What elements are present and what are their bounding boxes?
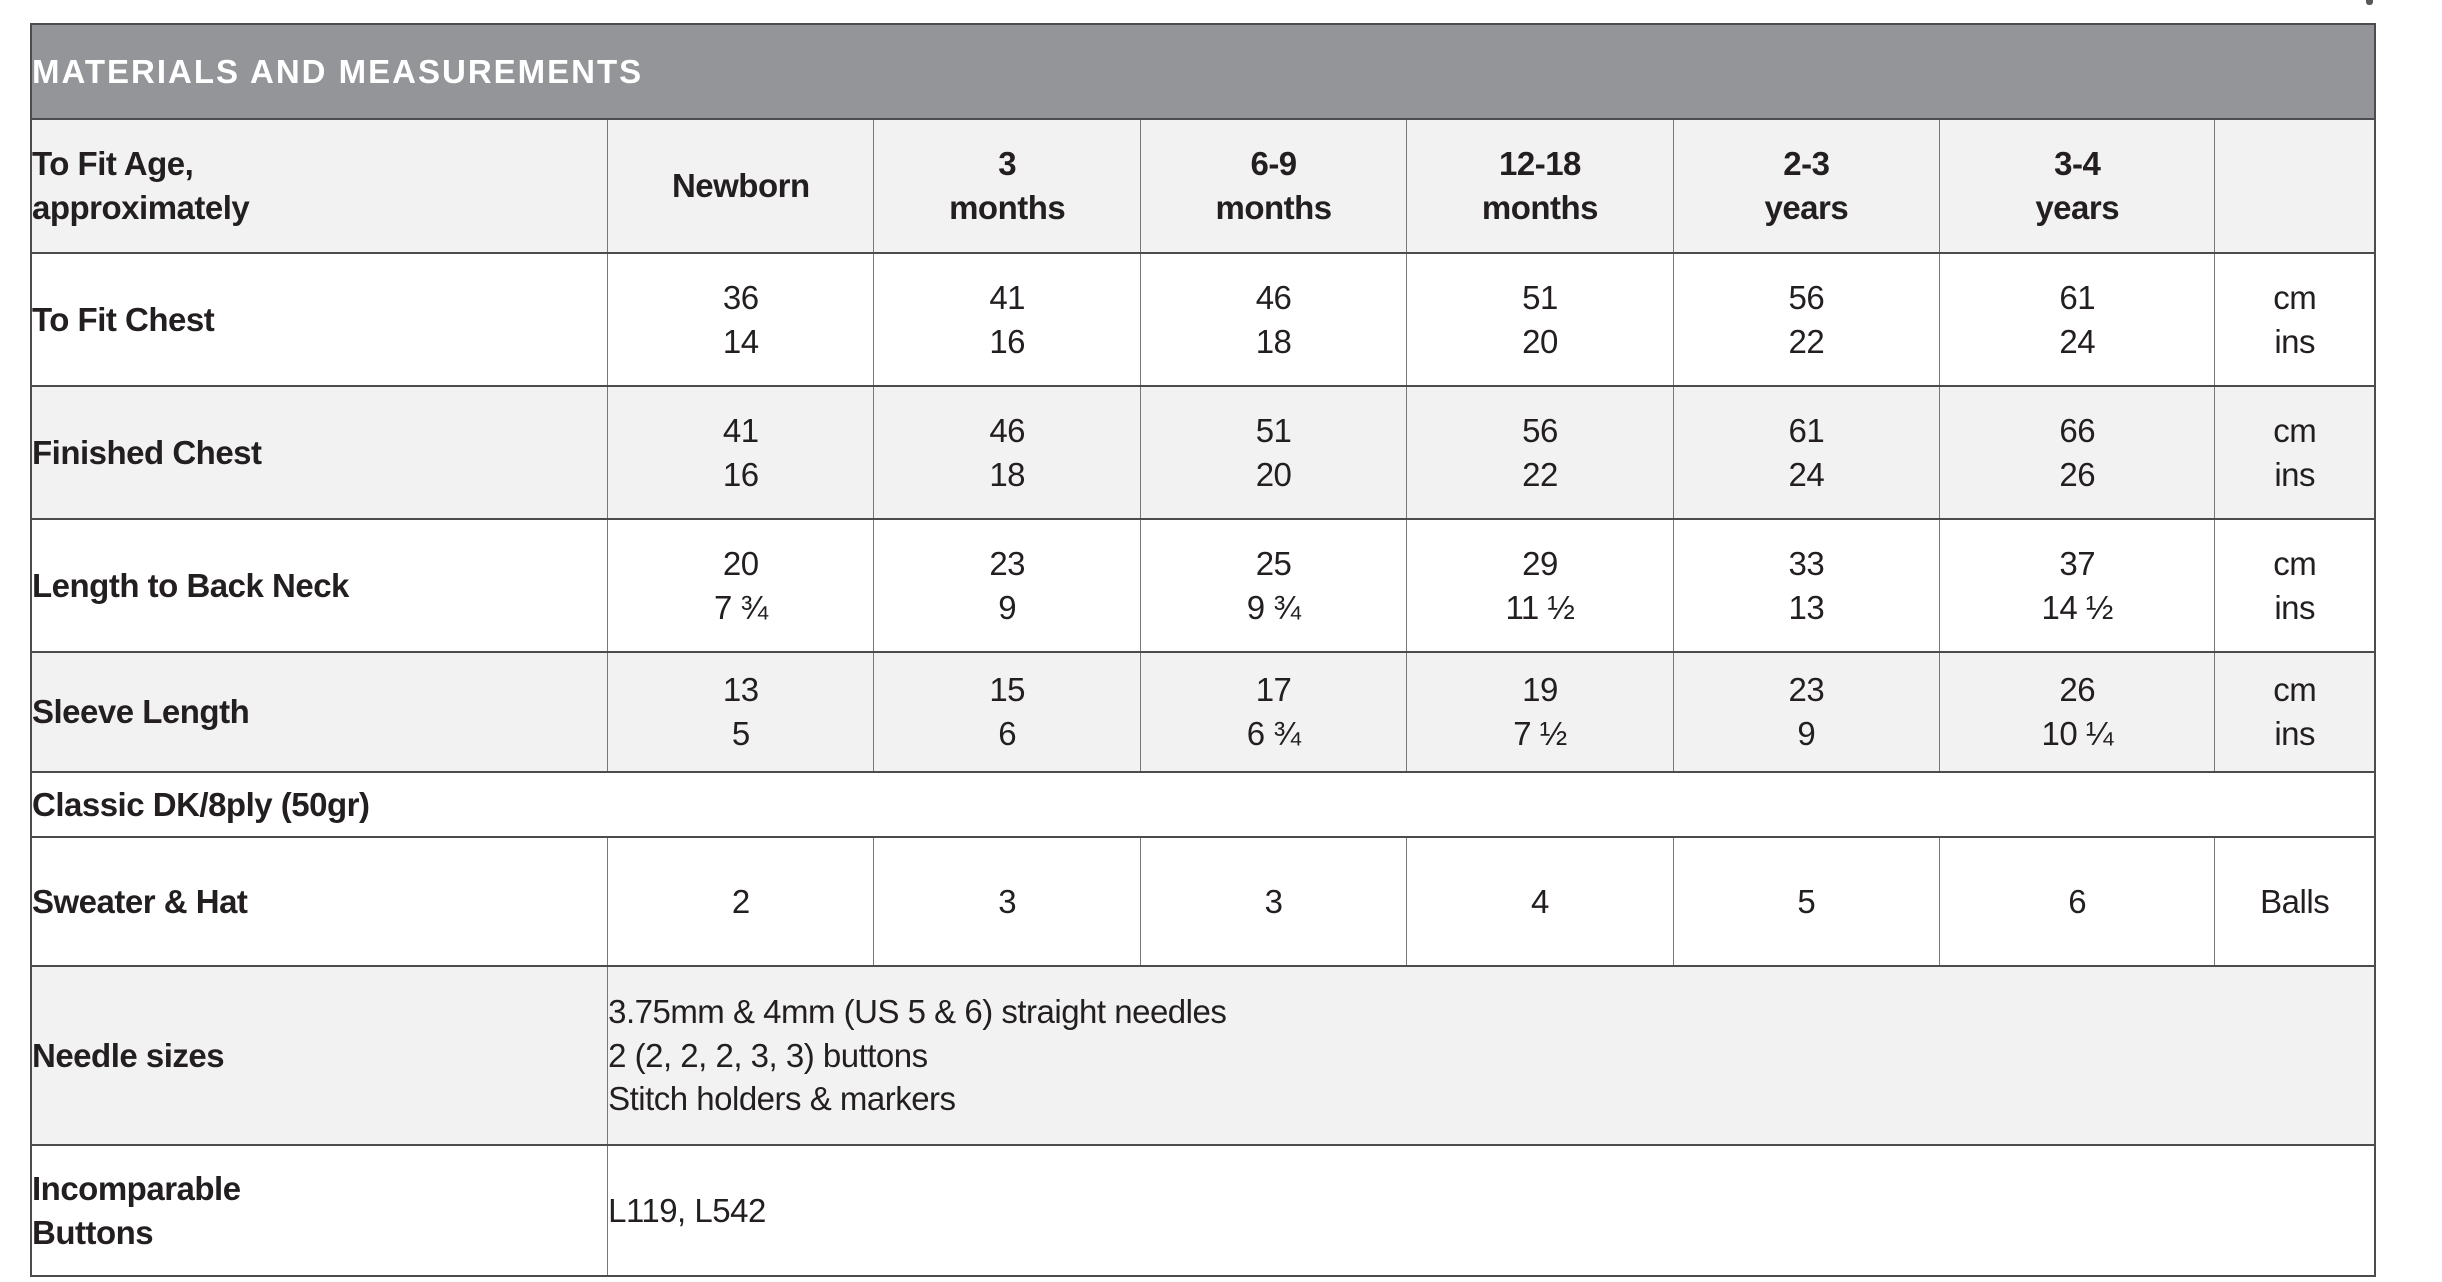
length-back-neck-2-3-years: 33 13 — [1672, 518, 1941, 653]
col-header-3-4-years: 3-4 years — [1939, 118, 2216, 254]
table-row-sleeve-length: Sleeve Length 13 5 15 6 17 6 ¾ 19 7 ½ 23… — [30, 651, 2376, 773]
sleeve-length-6-9-months: 17 6 ¾ — [1139, 651, 1408, 773]
sleeve-length-12-18-months: 19 7 ½ — [1406, 651, 1674, 773]
length-back-neck-newborn: 20 7 ¾ — [607, 518, 875, 653]
row-label-needle-sizes: Needle sizes — [30, 965, 609, 1146]
finished-chest-newborn: 41 16 — [607, 385, 875, 520]
table-row-sweater-hat: Sweater & Hat 2 3 3 4 5 6 Balls — [30, 836, 2376, 967]
screen-edge-artifact — [2366, 0, 2373, 5]
length-back-neck-3-4-years: 37 14 ½ — [1939, 518, 2216, 653]
table-row-to-fit-chest: To Fit Chest 36 14 41 16 46 18 51 20 56 … — [30, 252, 2376, 387]
to-fit-chest-newborn: 36 14 — [607, 252, 875, 387]
length-back-neck-3-months: 23 9 — [873, 518, 1141, 653]
table-row-needle-sizes: Needle sizes 3.75mm & 4mm (US 5 & 6) str… — [30, 965, 2376, 1146]
col-header-3-months: 3 months — [873, 118, 1141, 254]
materials-and-measurements-table: MATERIALS AND MEASUREMENTS To Fit Age, a… — [30, 23, 2376, 1277]
sweater-hat-newborn: 2 — [607, 836, 875, 967]
size-header-label: To Fit Age, approximately — [30, 118, 609, 254]
col-header-6-9-months: 6-9 months — [1139, 118, 1408, 254]
finished-chest-12-18-months: 56 22 — [1406, 385, 1674, 520]
sleeve-length-2-3-years: 23 9 — [1672, 651, 1941, 773]
row-label-to-fit-chest: To Fit Chest — [30, 252, 609, 387]
table-title: MATERIALS AND MEASUREMENTS — [30, 23, 2376, 120]
length-back-neck-units: cm ins — [2214, 518, 2376, 653]
to-fit-chest-3-months: 41 16 — [873, 252, 1141, 387]
table-row-length-back-neck: Length to Back Neck 20 7 ¾ 23 9 25 9 ¾ 2… — [30, 518, 2376, 653]
col-header-newborn: Newborn — [607, 118, 875, 254]
sleeve-length-3-4-years: 26 10 ¼ — [1939, 651, 2216, 773]
finished-chest-units: cm ins — [2214, 385, 2376, 520]
to-fit-chest-2-3-years: 56 22 — [1672, 252, 1941, 387]
col-header-unit-empty — [2214, 118, 2376, 254]
sleeve-length-units: cm ins — [2214, 651, 2376, 773]
to-fit-chest-6-9-months: 46 18 — [1139, 252, 1408, 387]
sweater-hat-3-4-years: 6 — [1939, 836, 2216, 967]
finished-chest-6-9-months: 51 20 — [1139, 385, 1408, 520]
row-label-sweater-hat: Sweater & Hat — [30, 836, 609, 967]
sleeve-length-3-months: 15 6 — [873, 651, 1141, 773]
sweater-hat-12-18-months: 4 — [1406, 836, 1674, 967]
table-row-finished-chest: Finished Chest 41 16 46 18 51 20 56 22 6… — [30, 385, 2376, 520]
length-back-neck-6-9-months: 25 9 ¾ — [1139, 518, 1408, 653]
row-label-sleeve-length: Sleeve Length — [30, 651, 609, 773]
sweater-hat-2-3-years: 5 — [1672, 836, 1941, 967]
to-fit-chest-12-18-months: 51 20 — [1406, 252, 1674, 387]
col-header-12-18-months: 12-18 months — [1406, 118, 1674, 254]
row-label-incomparable-buttons: Incomparable Buttons — [30, 1144, 609, 1277]
finished-chest-3-4-years: 66 26 — [1939, 385, 2216, 520]
yarn-section-title: Classic DK/8ply (50gr) — [30, 771, 2376, 838]
sweater-hat-3-months: 3 — [873, 836, 1141, 967]
length-back-neck-12-18-months: 29 11 ½ — [1406, 518, 1674, 653]
row-label-finished-chest: Finished Chest — [30, 385, 609, 520]
needle-sizes-content: 3.75mm & 4mm (US 5 & 6) straight needles… — [607, 965, 2376, 1146]
row-label-length-back-neck: Length to Back Neck — [30, 518, 609, 653]
sweater-hat-units: Balls — [2214, 836, 2376, 967]
to-fit-chest-units: cm ins — [2214, 252, 2376, 387]
to-fit-chest-3-4-years: 61 24 — [1939, 252, 2216, 387]
incomparable-buttons-content: L119, L542 — [607, 1144, 2376, 1277]
finished-chest-2-3-years: 61 24 — [1672, 385, 1941, 520]
table-row-incomparable-buttons: Incomparable Buttons L119, L542 — [30, 1144, 2376, 1277]
col-header-2-3-years: 2-3 years — [1672, 118, 1941, 254]
sleeve-length-newborn: 13 5 — [607, 651, 875, 773]
finished-chest-3-months: 46 18 — [873, 385, 1141, 520]
sweater-hat-6-9-months: 3 — [1139, 836, 1408, 967]
